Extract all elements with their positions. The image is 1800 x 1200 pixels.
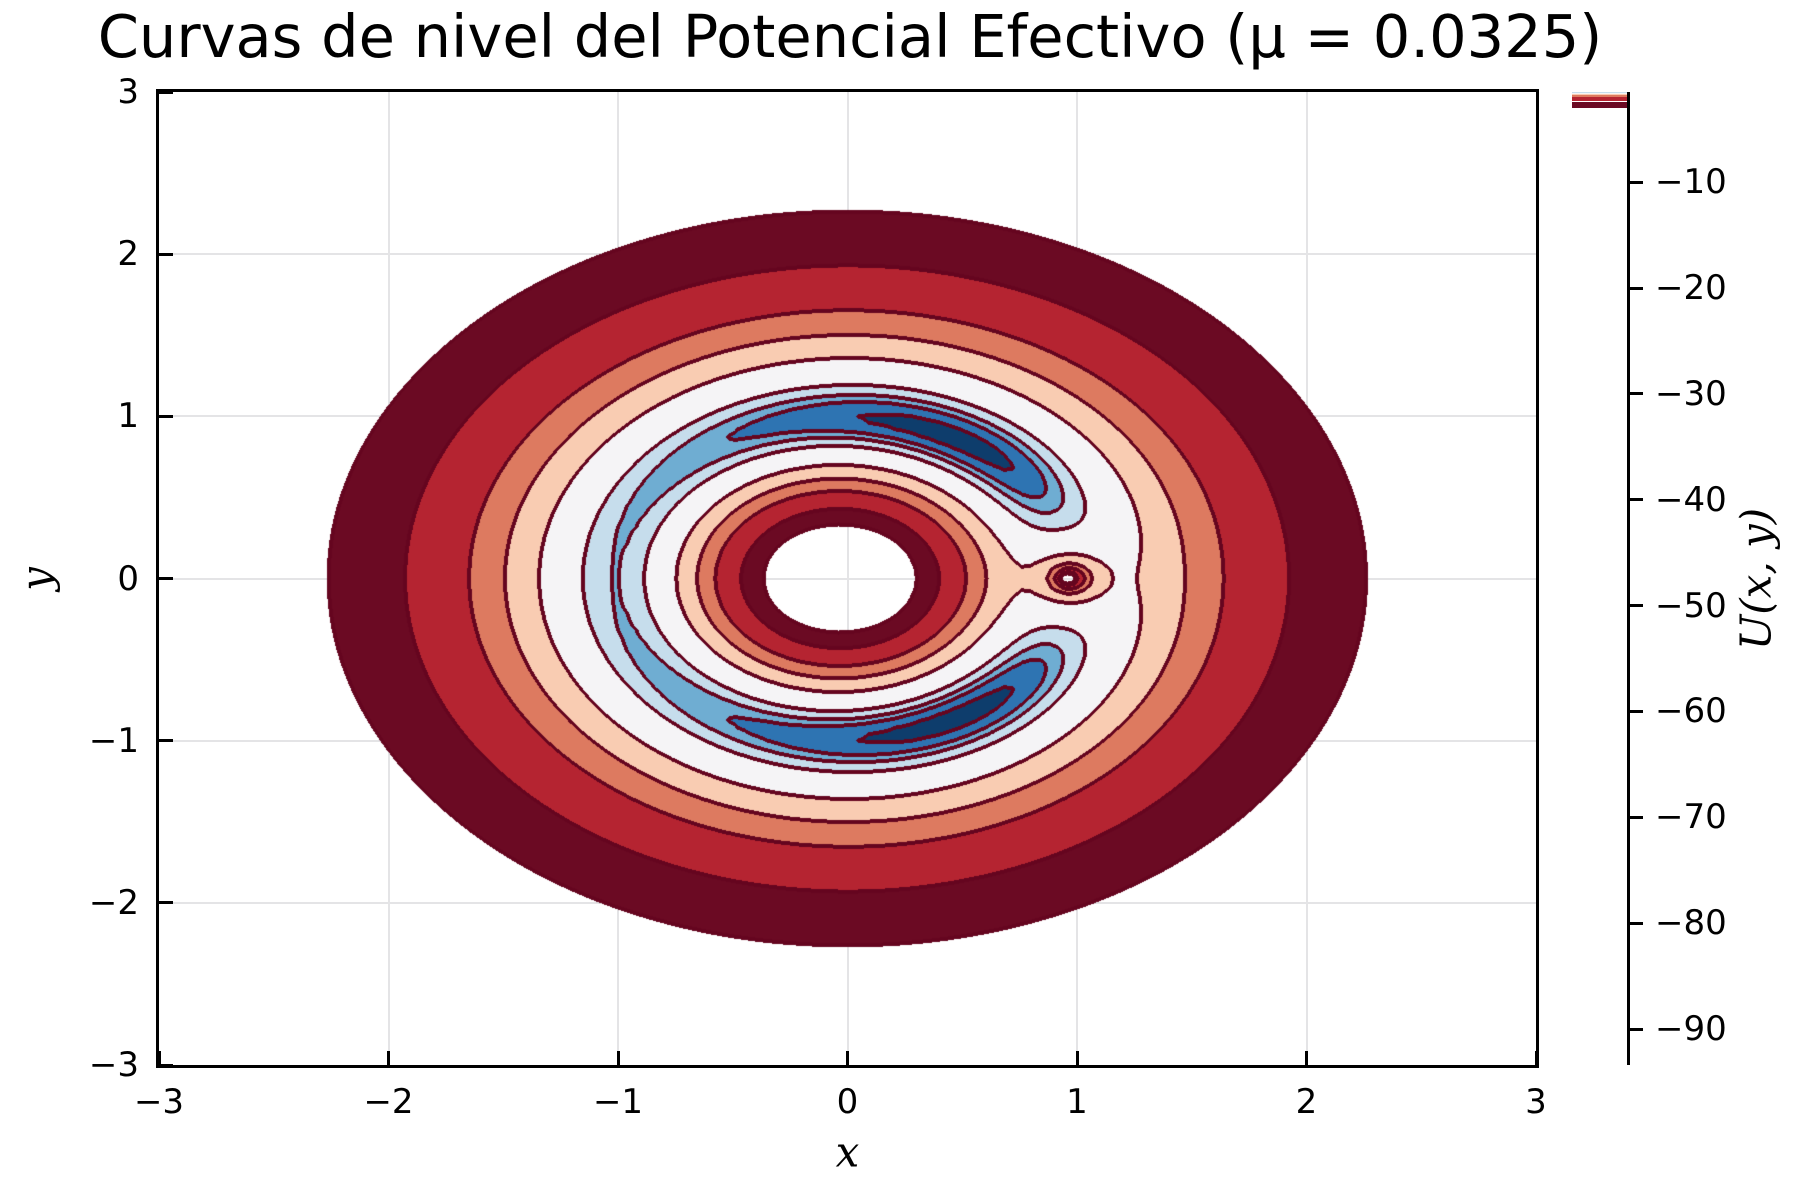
colorbar-tick-label: −90: [1655, 1009, 1727, 1049]
x-tick-mark: [387, 1051, 390, 1065]
y-tick-mark: [159, 739, 173, 743]
y-tick-mark: [159, 1063, 173, 1067]
colorbar-tick-label: −70: [1655, 797, 1727, 838]
colorbar-strip-band: [1572, 97, 1627, 102]
colorbar-tick-mark: [1630, 709, 1643, 713]
x-tick-mark: [1305, 1051, 1308, 1065]
colorbar-strip-band: [1572, 92, 1627, 94]
x-tick-label: −1: [592, 1082, 644, 1122]
x-tick-mark: [1075, 1051, 1079, 1065]
y-tick-label: −2: [88, 882, 139, 923]
colorbar-strip-band: [1572, 101, 1627, 109]
colorbar-tick-mark: [1630, 180, 1643, 184]
x-tick-label: 3: [1525, 1082, 1547, 1122]
colorbar-tick-mark: [1630, 286, 1643, 290]
y-axis-label: y: [11, 566, 61, 591]
x-tick-mark: [1534, 1051, 1538, 1065]
y-tick-label: −3: [88, 1045, 139, 1085]
chart-title: Curvas de nivel del Potencial Efectivo (…: [97, 2, 1603, 71]
y-tick-mark: [159, 901, 173, 905]
colorbar-tick-label: −80: [1655, 903, 1727, 944]
colorbar-tick-mark: [1630, 498, 1643, 502]
x-tick-label: 1: [1066, 1082, 1088, 1122]
colorbar-label: U(x, y): [1731, 507, 1781, 650]
colorbar-strip-band: [1572, 93, 1627, 96]
colorbar-spine: [1627, 92, 1630, 1065]
x-tick-label: 0: [836, 1082, 859, 1122]
colorbar-tick-mark: [1630, 921, 1643, 925]
colorbar-tick-mark: [1630, 815, 1643, 819]
colorbar-tick-label: −30: [1655, 373, 1727, 414]
x-tick-label: −2: [363, 1082, 414, 1122]
x-tick-mark: [846, 1051, 849, 1065]
plot-area: [156, 89, 1539, 1068]
colorbar-tick-label: −50: [1655, 585, 1727, 626]
x-tick-mark: [616, 1051, 620, 1065]
colorbar-tick-label: −60: [1655, 691, 1727, 732]
y-tick-mark: [159, 252, 173, 256]
y-tick-mark: [159, 577, 173, 580]
x-tick-label: 2: [1295, 1082, 1318, 1122]
contour-plot-canvas: [159, 92, 1536, 1065]
x-tick-mark: [157, 1051, 161, 1065]
colorbar-tick-mark: [1630, 1027, 1643, 1031]
colorbar-tick-label: −20: [1655, 268, 1727, 308]
colorbar-tick-mark: [1630, 604, 1643, 608]
colorbar-tick-label: −40: [1655, 479, 1727, 520]
colorbar-tick-mark: [1630, 392, 1643, 396]
y-tick-label: −1: [88, 720, 139, 761]
colorbar-tick-label: −10: [1655, 162, 1727, 203]
y-tick-label: 2: [117, 234, 139, 275]
y-tick-label: 1: [117, 396, 139, 437]
y-tick-label: 0: [117, 558, 139, 599]
colorbar-strip-band: [1572, 95, 1627, 98]
y-tick-label: 3: [117, 72, 139, 112]
y-tick-mark: [159, 414, 173, 418]
x-axis-label: x: [835, 1127, 860, 1177]
y-tick-mark: [159, 90, 173, 94]
x-tick-label: −3: [133, 1082, 185, 1122]
